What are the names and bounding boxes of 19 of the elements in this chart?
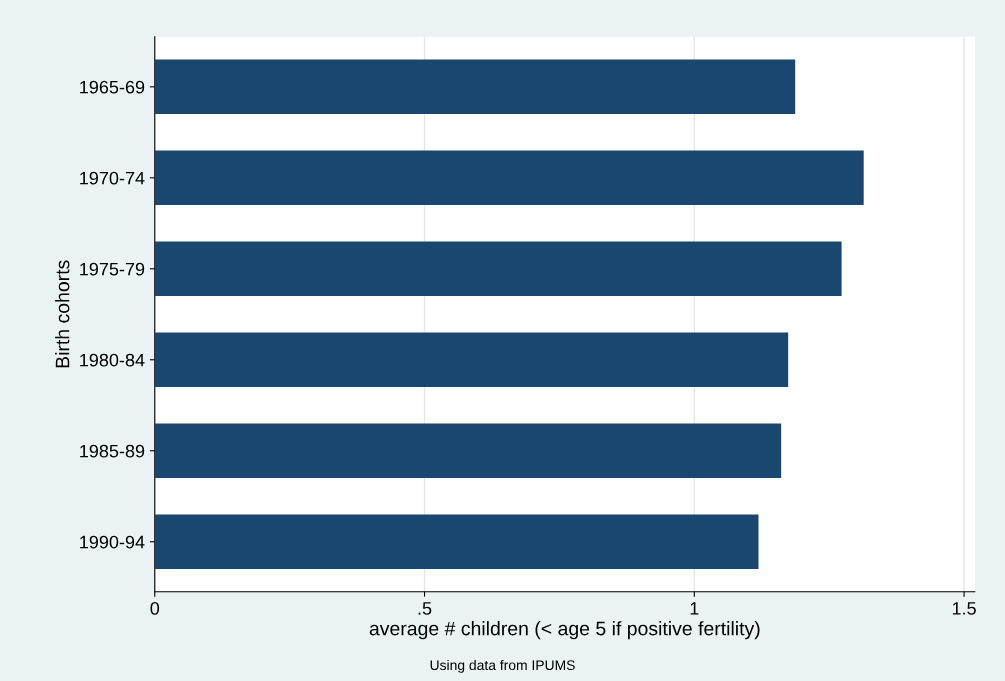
y-tick-label: 1985-89 bbox=[80, 444, 145, 458]
x-tick-label: 1.5 bbox=[952, 602, 976, 615]
bar bbox=[154, 332, 789, 388]
bar bbox=[154, 150, 864, 206]
bar bbox=[154, 423, 782, 479]
y-axis-title: Birth cohorts bbox=[55, 260, 70, 368]
bar bbox=[154, 241, 842, 297]
y-tick-label: 1990-94 bbox=[80, 535, 145, 549]
y-tick-label: 1975-79 bbox=[80, 262, 145, 276]
x-tick-label: 0 bbox=[150, 601, 160, 615]
y-tick-label: 1965-69 bbox=[80, 80, 145, 94]
text: Using data from IPUMS bbox=[430, 659, 575, 673]
y-tick-label: 1970-74 bbox=[80, 171, 145, 185]
bar bbox=[154, 514, 759, 570]
y-tick-label: 1980-84 bbox=[80, 353, 145, 367]
x-axis-title: average # children (< age 5 if positive fertility) bbox=[369, 621, 760, 640]
bar bbox=[154, 59, 796, 115]
x-tick-label: 1 bbox=[690, 602, 699, 615]
x-tick-label: .5 bbox=[418, 602, 432, 615]
